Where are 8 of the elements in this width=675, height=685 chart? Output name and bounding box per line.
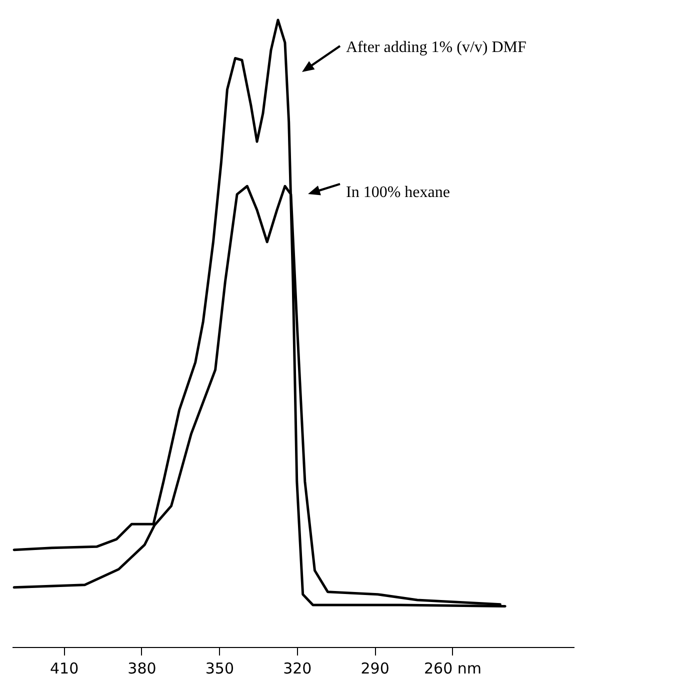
x-tick-label: 410	[50, 660, 79, 678]
x-tick-label: 380	[128, 660, 156, 678]
legend-label: In 100% hexane	[346, 184, 450, 201]
x-tick-label: 260 nm	[424, 660, 482, 678]
x-tick-label: 290	[360, 660, 390, 678]
x-tick-label: 350	[205, 660, 234, 678]
legend-label: After adding 1% (v/v) DMF	[346, 39, 527, 56]
x-tick-label: 320	[283, 660, 312, 678]
